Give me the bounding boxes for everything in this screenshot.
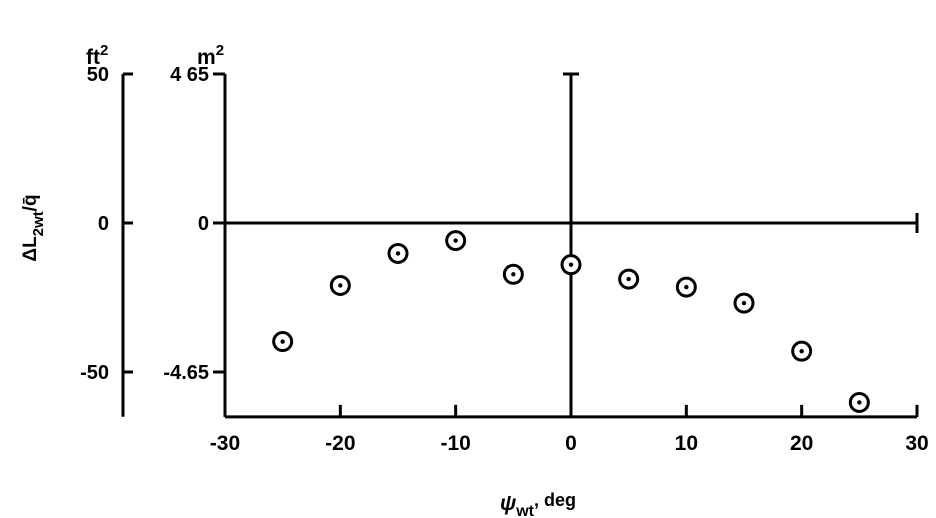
data-point (502, 263, 524, 285)
x-tick-label-6: 30 (905, 432, 928, 455)
data-point (791, 340, 813, 362)
data-point-center (511, 272, 516, 277)
y-axis-title-sub: 2wt (30, 211, 47, 236)
data-point-center (799, 348, 804, 354)
y-m2-tick-label-1: 0 (198, 213, 209, 235)
data-point-center (741, 300, 747, 306)
data-point (272, 331, 294, 353)
data-point (329, 274, 351, 296)
y-axis-title-prefix: ΔL (20, 236, 41, 262)
data-point-center (684, 284, 689, 290)
y-axis-ft2-unit-base: ft (86, 46, 100, 69)
data-point (445, 230, 467, 252)
data-point (618, 268, 640, 290)
data-point (675, 276, 697, 298)
y-ft2-tick-label-2: -50 (80, 362, 109, 384)
x-tick-label-5: 20 (790, 432, 813, 455)
y-axis-ft2-unit-sup: 2 (100, 42, 108, 59)
data-point-center (338, 283, 343, 288)
data-point (848, 391, 870, 413)
data-point (387, 242, 409, 264)
y-axis-m2-unit-base: m (197, 46, 216, 69)
x-axis-title-suffix: , deg (534, 490, 576, 510)
x-axis-title-main: ψ (500, 492, 516, 515)
x-tick-label-2: -10 (440, 432, 470, 455)
x-tick-label-0: -30 (210, 432, 240, 455)
y-axis-title-suffix: /q̄ (20, 194, 41, 211)
y-m2-tick-label-0: 4 65 (170, 64, 209, 86)
data-point-center (626, 276, 631, 282)
x-tick-label-4: 10 (675, 432, 698, 455)
y-axis-m2-unit: m2 (197, 42, 224, 69)
x-axis-title-sub: wt (515, 503, 534, 518)
y-axis-title: ΔL2wt/q̄ (20, 194, 47, 261)
x-tick-label-1: -20 (325, 432, 355, 455)
y-ft2-tick-label-1: 0 (98, 213, 109, 235)
data-point (560, 254, 582, 276)
data-point-center (395, 251, 401, 256)
y-axis-m2-unit-sup: 2 (216, 42, 224, 59)
data-point-center (568, 262, 574, 267)
y-axis-ft2-unit: ft2 (86, 42, 108, 69)
data-point-center (857, 400, 862, 405)
y-m2-tick-label-2: -4.65 (163, 362, 209, 384)
data-point-center (280, 339, 285, 344)
x-tick-label-3: 0 (565, 432, 577, 455)
y-ft2-tick-label-0: 50 (87, 64, 109, 86)
data-point (733, 292, 755, 314)
data-point-center (453, 238, 458, 243)
x-axis-title: ψwt, deg (500, 490, 576, 518)
